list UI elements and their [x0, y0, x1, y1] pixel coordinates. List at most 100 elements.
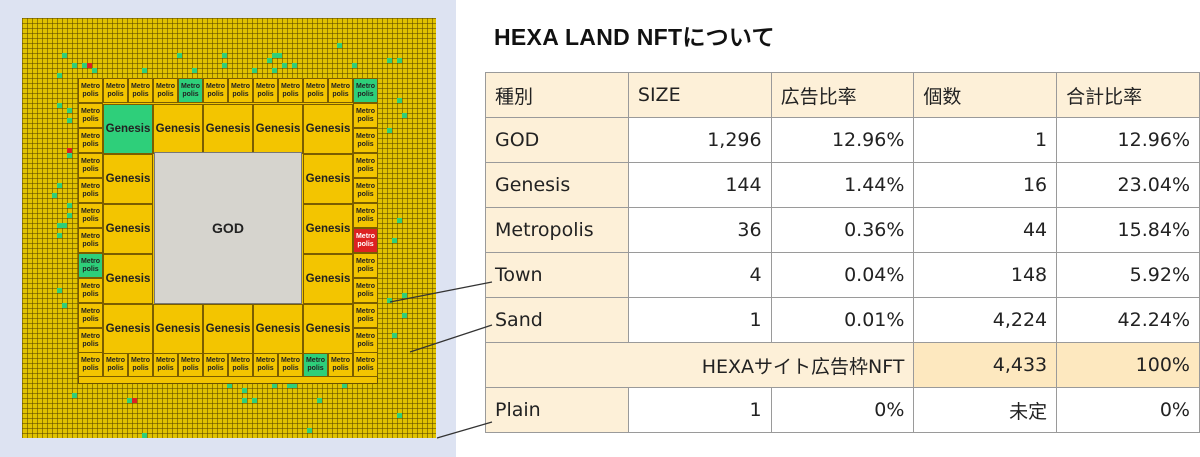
sand-plot[interactable] [242, 398, 247, 403]
sand-plot[interactable] [142, 433, 147, 438]
sand-plot[interactable] [222, 63, 227, 68]
metropolis-plot[interactable]: Metro polis [353, 328, 378, 353]
metropolis-plot[interactable]: Metro polis [178, 78, 203, 103]
metropolis-plot[interactable]: Metro polis [78, 153, 103, 178]
genesis-plot[interactable]: Genesis [303, 154, 353, 204]
sand-plot[interactable] [192, 68, 197, 73]
sand-plot[interactable] [272, 53, 277, 58]
metropolis-plot[interactable]: Metro polis [353, 253, 378, 278]
metropolis-plot[interactable]: Metro polis [353, 78, 378, 103]
sand-plot[interactable] [317, 398, 322, 403]
metropolis-plot[interactable]: Metro polis [253, 352, 278, 377]
sand-plot[interactable] [277, 53, 282, 58]
genesis-plot[interactable]: Genesis [203, 304, 253, 354]
sand-plot[interactable] [387, 298, 392, 303]
sand-plot[interactable] [267, 58, 272, 63]
genesis-plot[interactable]: Genesis [153, 104, 203, 154]
sand-plot[interactable] [352, 63, 357, 68]
metropolis-plot[interactable]: Metro polis [303, 78, 328, 103]
sand-plot[interactable] [252, 398, 257, 403]
sand-plot[interactable] [62, 53, 67, 58]
metropolis-plot[interactable]: Metro polis [78, 328, 103, 353]
sand-plot[interactable] [57, 73, 62, 78]
sand-plot[interactable] [57, 183, 62, 188]
genesis-plot[interactable]: Genesis [303, 104, 353, 154]
genesis-plot[interactable]: Genesis [103, 104, 153, 154]
sand-plot[interactable] [392, 333, 397, 338]
sand-plot[interactable] [287, 383, 292, 388]
genesis-plot[interactable]: Genesis [203, 104, 253, 154]
genesis-plot[interactable]: Genesis [103, 254, 153, 304]
sand-plot[interactable] [402, 113, 407, 118]
metropolis-plot[interactable]: Metro polis [128, 352, 153, 377]
genesis-plot[interactable]: Genesis [253, 104, 303, 154]
metropolis-plot[interactable]: Metro polis [78, 128, 103, 153]
sand-plot[interactable] [62, 303, 67, 308]
sand-plot[interactable] [242, 388, 247, 393]
metropolis-plot[interactable]: Metro polis [78, 203, 103, 228]
genesis-plot[interactable]: Genesis [103, 154, 153, 204]
metropolis-plot[interactable]: Metro polis [78, 253, 103, 278]
sand-plot[interactable] [127, 398, 132, 403]
genesis-plot[interactable]: Genesis [303, 304, 353, 354]
metropolis-plot[interactable]: Metro polis [278, 78, 303, 103]
sand-plot[interactable] [397, 218, 402, 223]
metropolis-plot[interactable]: Metro polis [228, 352, 253, 377]
sand-plot[interactable] [67, 203, 72, 208]
sand-plot[interactable] [227, 383, 232, 388]
metropolis-plot[interactable]: Metro polis [103, 78, 128, 103]
metropolis-plot[interactable]: Metro polis [153, 78, 178, 103]
sand-plot[interactable] [72, 393, 77, 398]
sand-plot[interactable] [57, 288, 62, 293]
sand-plot[interactable] [67, 118, 72, 123]
metropolis-plot[interactable]: Metro polis [353, 303, 378, 328]
sand-plot[interactable] [387, 58, 392, 63]
genesis-plot[interactable]: Genesis [103, 304, 153, 354]
metropolis-plot[interactable]: Metro polis [278, 352, 303, 377]
genesis-plot[interactable]: Genesis [303, 254, 353, 304]
sand-plot[interactable] [67, 153, 72, 158]
sand-plot[interactable] [272, 383, 277, 388]
sand-plot[interactable] [397, 413, 402, 418]
sand-plot[interactable] [387, 128, 392, 133]
sand-plot[interactable] [67, 108, 72, 113]
sand-plot[interactable] [142, 68, 147, 73]
genesis-plot[interactable]: Genesis [303, 204, 353, 254]
genesis-plot[interactable]: Genesis [153, 304, 203, 354]
metropolis-plot[interactable]: Metro polis [78, 278, 103, 303]
sand-plot[interactable] [67, 213, 72, 218]
metropolis-plot[interactable]: Metro polis [328, 352, 353, 377]
metropolis-plot[interactable]: Metro polis [353, 352, 378, 377]
metropolis-plot[interactable]: Metro polis [203, 352, 228, 377]
metropolis-plot[interactable]: Metro polis [78, 228, 103, 253]
sand-plot[interactable] [402, 293, 407, 298]
metropolis-plot[interactable]: Metro polis [78, 303, 103, 328]
metropolis-plot[interactable]: Metro polis [353, 203, 378, 228]
metropolis-plot[interactable]: Metro polis [153, 352, 178, 377]
metropolis-plot[interactable]: Metro polis [353, 153, 378, 178]
metropolis-plot[interactable]: Metro polis [303, 352, 328, 377]
sand-plot[interactable] [282, 63, 287, 68]
sand-plot[interactable] [62, 223, 67, 228]
sand-plot[interactable] [292, 63, 297, 68]
sand-plot[interactable] [57, 103, 62, 108]
metropolis-plot[interactable]: Metro polis [128, 78, 153, 103]
sand-plot[interactable] [57, 223, 62, 228]
metropolis-plot[interactable]: Metro polis [353, 278, 378, 303]
metropolis-plot[interactable]: Metro polis [78, 78, 103, 103]
metropolis-plot[interactable]: Metro polis [78, 103, 103, 128]
metropolis-plot[interactable]: Metro polis [103, 352, 128, 377]
sand-plot[interactable] [252, 68, 257, 73]
metropolis-plot[interactable]: Metro polis [353, 103, 378, 128]
metropolis-plot[interactable]: Metro polis [228, 78, 253, 103]
metropolis-plot[interactable]: Metro polis [353, 178, 378, 203]
sand-plot[interactable] [397, 98, 402, 103]
metropolis-plot[interactable]: Metro polis [203, 78, 228, 103]
sand-plot[interactable] [397, 58, 402, 63]
genesis-plot[interactable]: Genesis [103, 204, 153, 254]
genesis-plot[interactable]: Genesis [253, 304, 303, 354]
metropolis-plot[interactable]: Metro polis [353, 228, 378, 253]
sand-plot[interactable] [307, 428, 312, 433]
metropolis-plot[interactable]: Metro polis [253, 78, 278, 103]
sand-plot[interactable] [222, 53, 227, 58]
